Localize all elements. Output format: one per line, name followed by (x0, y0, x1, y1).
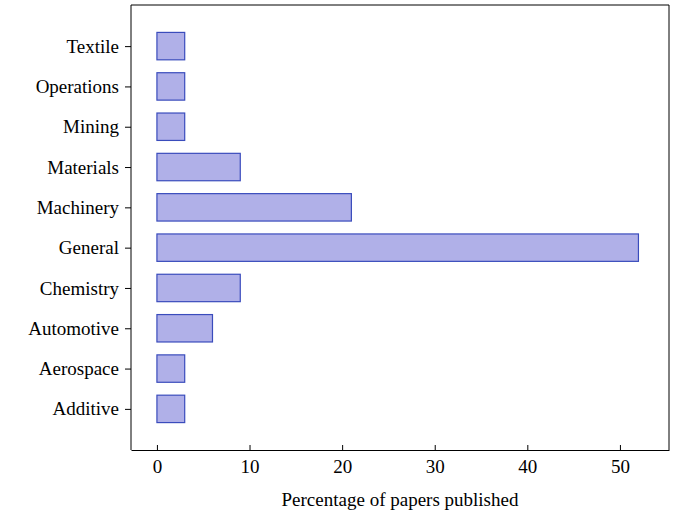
x-tick: 40 (518, 445, 537, 477)
bar (157, 355, 185, 382)
x-axis-title: Percentage of papers published (282, 489, 519, 510)
y-tick-mark (125, 167, 131, 168)
y-tick-mark (125, 86, 131, 87)
bar (157, 32, 185, 59)
bar (157, 395, 185, 422)
y-tick: Materials (47, 157, 131, 178)
frame-line (669, 5, 670, 450)
x-tick: 30 (426, 445, 445, 477)
frame-line (131, 5, 132, 450)
x-tick-mark (157, 445, 158, 450)
y-tick: Chemistry (40, 278, 131, 299)
y-tick-label: Mining (63, 116, 119, 137)
x-tick-mark (342, 445, 343, 450)
bars (157, 32, 639, 422)
x-tick-mark (620, 445, 621, 450)
y-tick: Additive (53, 398, 132, 419)
frame-line (131, 5, 669, 6)
y-axis: Additive Aerospace Automotive Chemistry Gene… (28, 6, 131, 451)
y-tick: General (59, 237, 131, 258)
x-tick: 0 (153, 445, 163, 477)
bar (157, 315, 213, 342)
y-tick-label: Chemistry (40, 278, 120, 299)
y-tick-label: Operations (36, 76, 119, 97)
y-tick-mark (125, 288, 131, 289)
x-axis-line (132, 450, 670, 451)
x-tick: 10 (241, 445, 260, 477)
y-tick: Machinery (37, 197, 131, 218)
y-tick: Textile (67, 36, 131, 57)
y-tick-mark (125, 248, 131, 249)
x-axis: 0 10 20 30 40 50 (132, 445, 670, 477)
y-tick: Automotive (28, 318, 131, 339)
y-tick-mark (125, 207, 131, 208)
y-tick-label: Automotive (28, 318, 119, 339)
y-tick-mark (125, 369, 131, 370)
y-tick-label: Materials (47, 157, 119, 178)
x-tick: 50 (611, 445, 630, 477)
x-tick-mark (527, 445, 528, 450)
y-tick-label: Aerospace (39, 358, 119, 379)
y-tick-label: Additive (53, 398, 120, 419)
y-tick-mark (125, 127, 131, 128)
x-tick-label: 40 (518, 456, 537, 477)
x-tick: 20 (333, 445, 352, 477)
bar (157, 113, 185, 140)
x-tick-label: 50 (611, 456, 630, 477)
y-tick-mark (125, 328, 131, 329)
y-tick: Mining (63, 116, 131, 137)
bar (157, 153, 240, 180)
y-tick: Aerospace (39, 358, 131, 379)
y-tick-label: Machinery (37, 197, 120, 218)
x-tick-label: 10 (241, 456, 260, 477)
y-tick: Operations (36, 76, 131, 97)
bar (157, 194, 351, 221)
y-axis-line (131, 6, 132, 451)
x-tick-mark (435, 445, 436, 450)
x-tick-mark (250, 445, 251, 450)
y-tick-label: Textile (67, 36, 119, 57)
y-tick-mark (125, 46, 131, 47)
bar (157, 234, 639, 261)
y-tick-label: General (59, 237, 119, 258)
bar (157, 274, 240, 301)
bar (157, 73, 185, 100)
x-tick-label: 0 (153, 456, 163, 477)
frame (131, 5, 669, 450)
x-tick-label: 20 (333, 456, 352, 477)
chart: 0 10 20 30 40 50 Additive Aerospace Automotive Ch… (0, 0, 685, 515)
x-tick-label: 30 (426, 456, 445, 477)
y-tick-mark (125, 409, 131, 410)
